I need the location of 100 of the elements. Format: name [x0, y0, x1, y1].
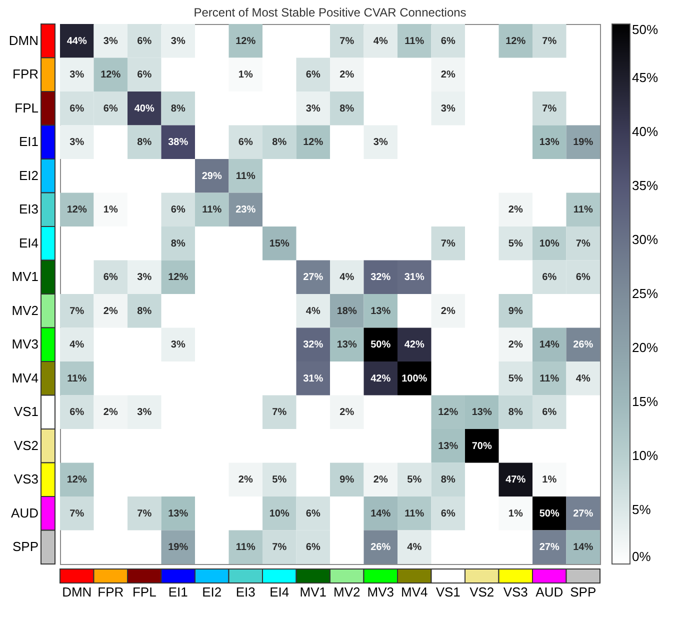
data-label: 3%: [103, 36, 118, 47]
y-tick-label: VS3: [14, 472, 38, 487]
data-label: 100%: [402, 373, 428, 384]
x-tick-label: EI4: [270, 584, 290, 600]
color-bar-label: 15%: [632, 394, 658, 409]
data-label: 6%: [70, 407, 84, 418]
y-tick-label: VS1: [14, 404, 38, 420]
data-label: 26%: [370, 542, 391, 554]
data-label: 11%: [236, 170, 256, 182]
y-tick-label: MV2: [12, 302, 38, 318]
data-label: 6%: [137, 70, 152, 81]
x-tick-label: FPL: [132, 584, 156, 600]
data-label: 12%: [236, 36, 256, 47]
x-tick-label: EI2: [202, 584, 222, 600]
y-tick-label: MV1: [12, 269, 38, 284]
data-label: 3%: [373, 137, 388, 148]
data-label: 7%: [440, 238, 456, 250]
data-label: 2%: [103, 306, 118, 317]
x-tick-label: MV1: [300, 584, 326, 600]
y-tick-label: MV4: [12, 370, 38, 386]
y-tick-label: MV3: [12, 336, 38, 352]
data-label: 50%: [370, 340, 391, 351]
data-label: 1%: [542, 474, 557, 486]
data-label: 13%: [539, 137, 560, 148]
data-label: 3%: [137, 407, 152, 418]
data-label: 27%: [539, 542, 560, 554]
data-label: 11%: [573, 204, 593, 216]
data-label: 6%: [542, 272, 557, 284]
y-tick-label: SPP: [12, 539, 38, 554]
data-label: 2%: [440, 306, 456, 317]
y-tick-label: FPR: [12, 66, 38, 82]
data-label: 6%: [306, 508, 320, 520]
data-label: 1%: [238, 70, 253, 81]
color-bar-label: 5%: [632, 502, 652, 517]
data-label: 12%: [66, 204, 87, 216]
data-label: 7%: [137, 508, 152, 520]
data-label: 8%: [170, 238, 186, 250]
data-label: 8%: [137, 306, 152, 317]
data-label: 10%: [269, 508, 290, 520]
data-label: 8%: [272, 137, 287, 148]
y-tick-label: EI1: [18, 134, 38, 150]
data-label: 6%: [103, 103, 118, 114]
data-label: 12%: [438, 407, 458, 418]
x-tick-label: VS2: [470, 584, 494, 600]
data-label: 6%: [137, 36, 152, 47]
data-label: 2%: [103, 407, 118, 418]
color-bar-label: 25%: [632, 286, 658, 301]
data-label: 19%: [168, 542, 188, 554]
data-label: 44%: [66, 36, 87, 47]
data-label: 3%: [137, 272, 152, 284]
data-label: 3%: [306, 103, 320, 114]
data-label: 6%: [238, 137, 253, 148]
data-label: 1%: [103, 204, 118, 216]
data-label: 31%: [303, 373, 324, 384]
x-tick-label: VS3: [503, 584, 528, 600]
data-label: 7%: [340, 36, 354, 47]
data-label: 5%: [508, 373, 523, 384]
x-tick-label: MV2: [334, 584, 360, 600]
data-label: 6%: [170, 204, 186, 216]
color-bar-label: 0%: [632, 549, 652, 564]
data-label: 2%: [508, 340, 523, 351]
data-label: 13%: [438, 440, 458, 452]
data-label: 4%: [373, 36, 388, 47]
data-label: 7%: [576, 238, 590, 250]
data-label: 4%: [70, 340, 84, 351]
data-label: 8%: [340, 103, 354, 114]
data-label: 23%: [236, 204, 256, 216]
data-label: 13%: [370, 306, 391, 317]
data-label: 4%: [407, 542, 422, 554]
x-tick-label: MV4: [401, 584, 428, 600]
x-tick-label: FPR: [98, 584, 124, 600]
data-label: 31%: [404, 272, 424, 284]
data-label: 13%: [336, 340, 357, 351]
color-bar-label: 20%: [632, 340, 658, 355]
x-tick-label: VS1: [436, 584, 460, 600]
data-label: 6%: [103, 272, 118, 284]
x-tick-label: DMN: [62, 584, 92, 600]
data-label: 3%: [440, 103, 456, 114]
x-tick-label: EI3: [236, 584, 256, 600]
data-label: 50%: [539, 508, 560, 520]
data-label: 12%: [100, 70, 121, 81]
data-label: 11%: [236, 542, 256, 554]
data-label: 10%: [539, 238, 560, 250]
data-label: 42%: [370, 373, 391, 384]
data-label: 5%: [272, 474, 287, 486]
color-bar-label: 35%: [632, 178, 658, 193]
data-label: 2%: [373, 474, 388, 486]
y-tick-label: VS2: [14, 438, 38, 453]
data-label: 3%: [70, 70, 84, 81]
x-tick-label: AUD: [536, 584, 564, 600]
data-label: 40%: [134, 103, 154, 114]
y-tick-label: EI3: [18, 202, 38, 217]
x-tick-label: MV3: [367, 584, 394, 600]
data-label: 3%: [170, 36, 186, 47]
data-label: 12%: [506, 36, 526, 47]
data-label: 27%: [573, 508, 594, 520]
data-label: 9%: [340, 474, 354, 486]
data-label: 11%: [67, 373, 87, 384]
data-label: 12%: [168, 272, 188, 284]
data-label: 2%: [340, 70, 354, 81]
